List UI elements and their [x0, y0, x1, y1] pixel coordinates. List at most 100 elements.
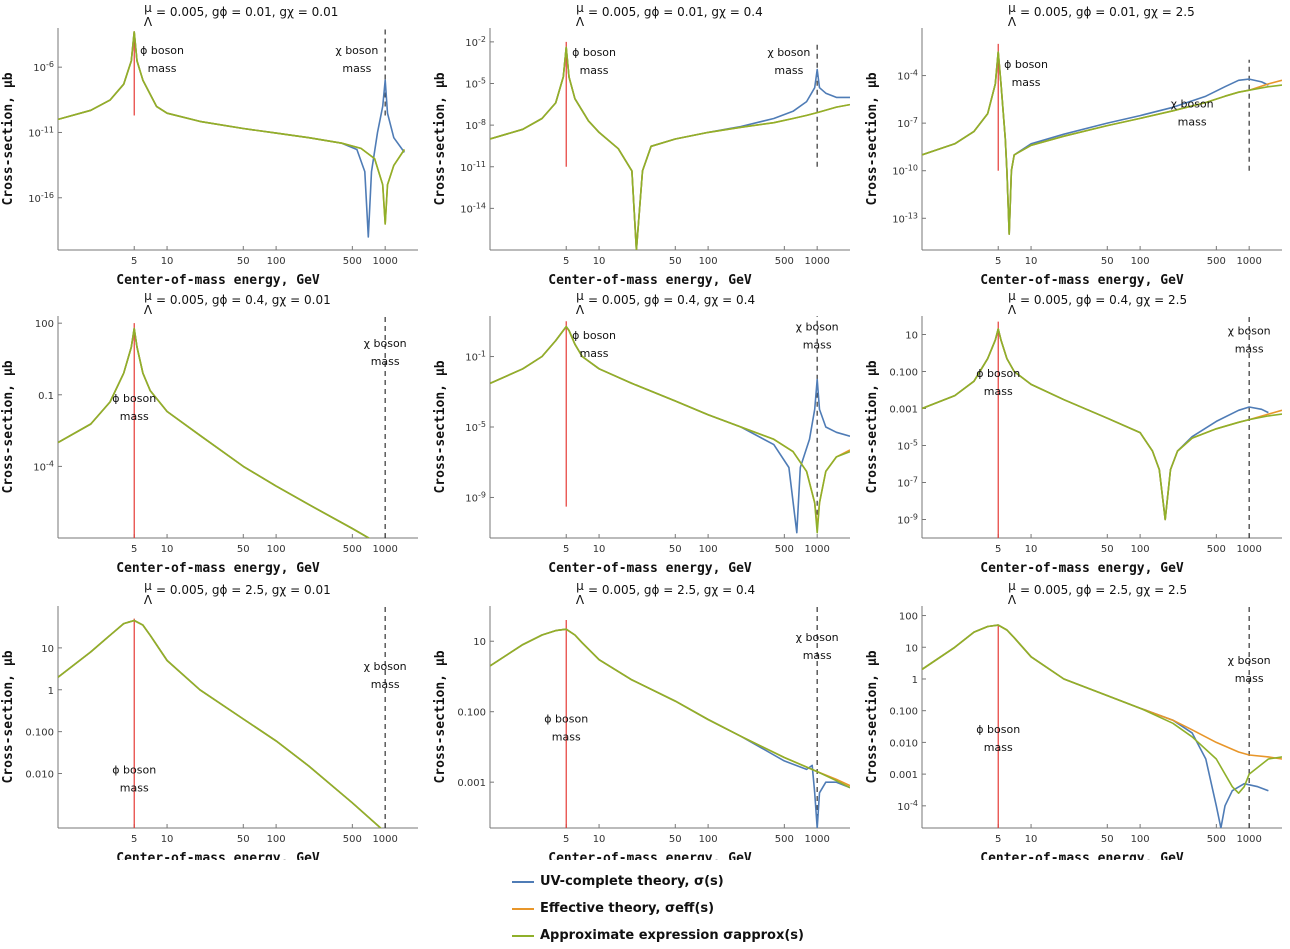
chart-panel-9: 5 10 50 100 500 1000 100 10 1 0.100 0.010 0.001 10-4… [865, 579, 1282, 860]
series-line-3 [922, 51, 1282, 235]
y-tick-label: 0.1 [38, 391, 54, 402]
y-tick-label: 100 [899, 612, 918, 623]
y-tick-label: 0.001 [889, 770, 918, 781]
y-tick-label: 10-5 [465, 77, 486, 91]
chi-mass-label: χ boson [1228, 325, 1271, 338]
x-axis-title: Center-of-mass energy, GeV [116, 851, 320, 860]
series-line-1 [58, 327, 371, 538]
series-line-3 [490, 325, 850, 534]
chart-panel-5: 5 10 50 100 500 1000 10-1 10-5 10-9 Center-of-mas… [433, 289, 850, 576]
phi-mass-label: mass [580, 347, 609, 360]
chi-mass-label: mass [371, 355, 400, 368]
chi-mass-label: mass [1235, 343, 1264, 356]
phi-mass-label: ϕ boson [1004, 58, 1048, 71]
chi-mass-label: χ boson [364, 660, 407, 673]
x-tick-label: 1000 [1236, 834, 1261, 845]
legend-swatch-uv [512, 880, 534, 883]
x-tick-label: 100 [699, 544, 718, 555]
x-tick-label: 1000 [804, 834, 829, 845]
y-tick-label: 0.010 [25, 770, 54, 781]
series-line-3 [58, 327, 371, 538]
chi-mass-label: χ boson [1228, 654, 1271, 667]
title-mu: μ [576, 289, 584, 303]
series-line-2 [922, 51, 1282, 235]
series-line-3 [58, 619, 382, 828]
y-tick-label: 10 [473, 637, 486, 648]
series-line-3 [58, 31, 406, 225]
chart-panel-4: 5 10 50 100 500 1000 100 0.1 10-4 Center-of-mass … [1, 289, 418, 576]
title-mu: μ [576, 579, 584, 593]
x-tick-label: 50 [237, 256, 250, 267]
y-tick-label: 10-1 [465, 350, 486, 364]
legend-label-uv: UV-complete theory, σ(s) [540, 874, 724, 889]
x-tick-label: 5 [131, 256, 137, 267]
title-lambda: Λ [1008, 593, 1017, 607]
x-tick-label: 500 [1207, 834, 1226, 845]
legend-label-eff: Effective theory, σeff(s) [540, 901, 715, 916]
phi-mass-label: mass [120, 782, 149, 795]
chi-mass-label: χ boson [1171, 97, 1214, 110]
x-tick-label: 10 [161, 544, 174, 555]
title-lambda: Λ [144, 593, 153, 607]
chi-mass-label: mass [342, 62, 371, 75]
phi-mass-label: ϕ boson [544, 712, 588, 725]
panel-title: = 0.005, gϕ = 0.01, gχ = 0.4 [588, 5, 763, 19]
chi-mass-label: mass [803, 339, 832, 352]
phi-mass-label: mass [984, 385, 1013, 398]
x-axis-title: Center-of-mass energy, GeV [980, 561, 1184, 576]
phi-mass-label: mass [552, 730, 581, 743]
x-tick-label: 1000 [1236, 256, 1261, 267]
x-tick-label: 100 [699, 834, 718, 845]
x-tick-label: 5 [995, 834, 1001, 845]
phi-mass-label: ϕ boson [976, 367, 1020, 380]
y-tick-label: 0.100 [889, 368, 918, 379]
title-lambda: Λ [576, 593, 585, 607]
phi-mass-label: mass [1012, 76, 1041, 89]
y-axis-title: Cross-section, μb [433, 650, 448, 783]
title-lambda: Λ [576, 15, 585, 29]
y-axis-title: Cross-section, μb [865, 72, 880, 205]
series-line-1 [490, 628, 850, 828]
x-axis-title: Center-of-mass energy, GeV [548, 851, 752, 860]
x-tick-label: 50 [237, 544, 250, 555]
chart-panel-7: 5 10 50 100 500 1000 10 1 0.100 0.010 Center-of-ma… [1, 579, 418, 860]
chi-mass-label: χ boson [796, 631, 839, 644]
x-tick-label: 500 [343, 834, 362, 845]
x-tick-label: 1000 [372, 256, 397, 267]
y-tick-label: 100 [35, 319, 54, 330]
y-tick-label: 10 [905, 331, 918, 342]
y-tick-label: 0.100 [457, 708, 486, 719]
x-tick-label: 50 [1101, 834, 1114, 845]
series-line-1 [490, 325, 850, 534]
legend-item-uv: UV-complete theory, σ(s) [512, 868, 912, 895]
y-tick-label: 10-11 [460, 160, 486, 174]
x-tick-label: 50 [669, 834, 682, 845]
x-tick-label: 500 [343, 544, 362, 555]
panel-title: = 0.005, gϕ = 2.5, gχ = 2.5 [1020, 583, 1187, 597]
y-tick-label: 0.100 [25, 728, 54, 739]
y-tick-label: 10-4 [897, 69, 918, 83]
phi-mass-label: ϕ boson [112, 392, 156, 405]
x-tick-label: 10 [161, 834, 174, 845]
y-axis-title: Cross-section, μb [1, 360, 16, 493]
panel-title: = 0.005, gϕ = 0.01, gχ = 2.5 [1020, 5, 1195, 19]
phi-mass-label: mass [148, 62, 177, 75]
legend-item-approx: Approximate expression σapprox(s) [512, 922, 912, 949]
y-tick-label: 10-5 [465, 420, 486, 434]
y-tick-label: 10-6 [33, 60, 54, 74]
x-tick-label: 10 [593, 834, 606, 845]
title-lambda: Λ [1008, 303, 1017, 317]
x-tick-label: 1000 [372, 544, 397, 555]
x-tick-label: 5 [563, 544, 569, 555]
legend-item-eff: Effective theory, σeff(s) [512, 895, 912, 922]
x-axis-title: Center-of-mass energy, GeV [116, 273, 320, 288]
title-lambda: Λ [576, 303, 585, 317]
x-tick-label: 10 [1025, 834, 1038, 845]
y-axis-title: Cross-section, μb [1, 650, 16, 783]
y-tick-label: 10-9 [465, 490, 486, 504]
y-tick-label: 10-10 [892, 164, 918, 178]
title-lambda: Λ [1008, 15, 1017, 29]
panel-title: = 0.005, gϕ = 0.4, gχ = 0.4 [588, 293, 755, 307]
phi-mass-label: mass [580, 64, 609, 77]
chi-mass-label: mass [1235, 672, 1264, 685]
